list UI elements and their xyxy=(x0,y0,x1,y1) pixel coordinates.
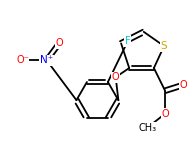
Text: O: O xyxy=(55,38,63,48)
Text: F: F xyxy=(125,36,131,46)
Text: N⁺: N⁺ xyxy=(40,55,53,65)
Text: O: O xyxy=(180,80,187,90)
Text: CH₃: CH₃ xyxy=(138,123,156,133)
Text: O: O xyxy=(161,109,169,119)
Text: O⁻: O⁻ xyxy=(16,55,29,65)
Text: O: O xyxy=(112,72,119,82)
Text: S: S xyxy=(161,41,167,51)
